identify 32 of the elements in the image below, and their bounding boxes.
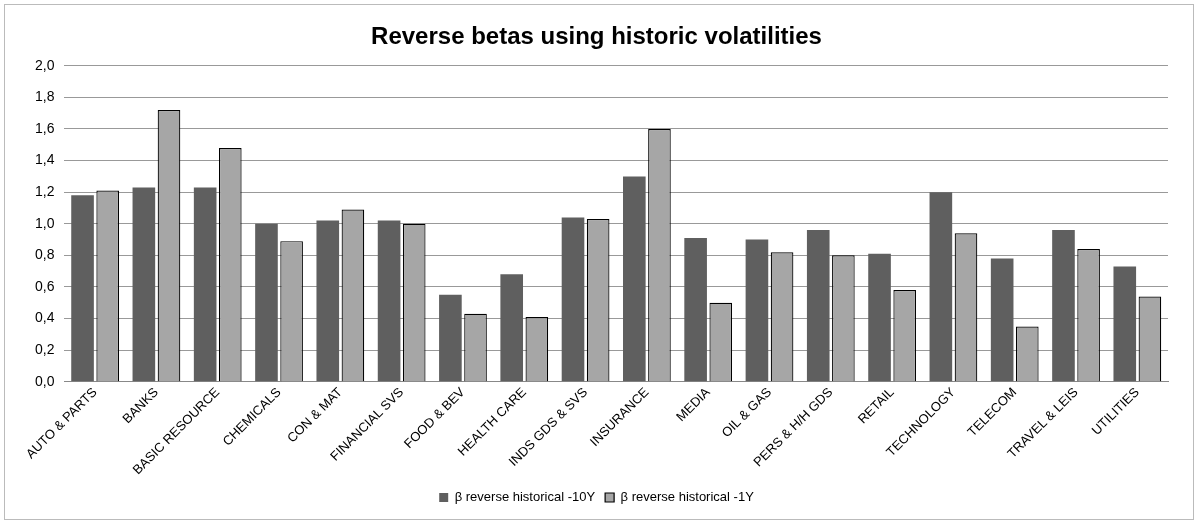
bar	[929, 192, 953, 382]
y-tick-label: 1,6	[34, 119, 55, 136]
bar	[316, 220, 340, 382]
y-tick-label: 1,4	[34, 151, 55, 168]
bar	[132, 187, 156, 382]
bar	[71, 195, 94, 382]
bar	[500, 274, 524, 382]
bar	[1052, 230, 1075, 382]
legend-label: β reverse historical -10Y	[454, 489, 596, 505]
y-tick-label: 2,0	[34, 56, 55, 73]
y-tick-label: 1,8	[34, 88, 55, 105]
bar	[377, 220, 401, 382]
bar	[439, 294, 462, 382]
bar	[868, 253, 891, 382]
bar	[806, 230, 830, 382]
bar	[623, 176, 646, 382]
bar	[990, 258, 1014, 382]
legend-label: β reverse historical -1Y	[620, 489, 755, 505]
chart-title: Reverse betas using historic volatilities	[371, 22, 822, 50]
bar	[745, 239, 769, 382]
bar	[1113, 266, 1137, 382]
y-tick-label: 1,2	[34, 183, 55, 200]
y-tick-label: 0,6	[34, 277, 55, 294]
bar	[255, 223, 278, 382]
bar	[193, 187, 217, 382]
y-tick-label: 1,0	[34, 214, 55, 231]
y-tick-label: 0,8	[34, 246, 55, 263]
bar	[561, 217, 585, 382]
y-tick-label: 0,2	[34, 341, 55, 357]
bar	[684, 237, 707, 382]
y-tick-label: 0,0	[34, 372, 55, 389]
y-tick-label: 0,4	[34, 309, 55, 326]
